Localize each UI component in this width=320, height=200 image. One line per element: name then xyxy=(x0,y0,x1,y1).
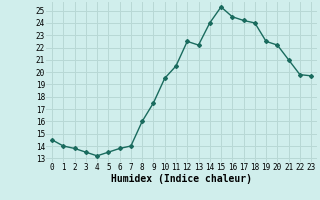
X-axis label: Humidex (Indice chaleur): Humidex (Indice chaleur) xyxy=(111,174,252,184)
